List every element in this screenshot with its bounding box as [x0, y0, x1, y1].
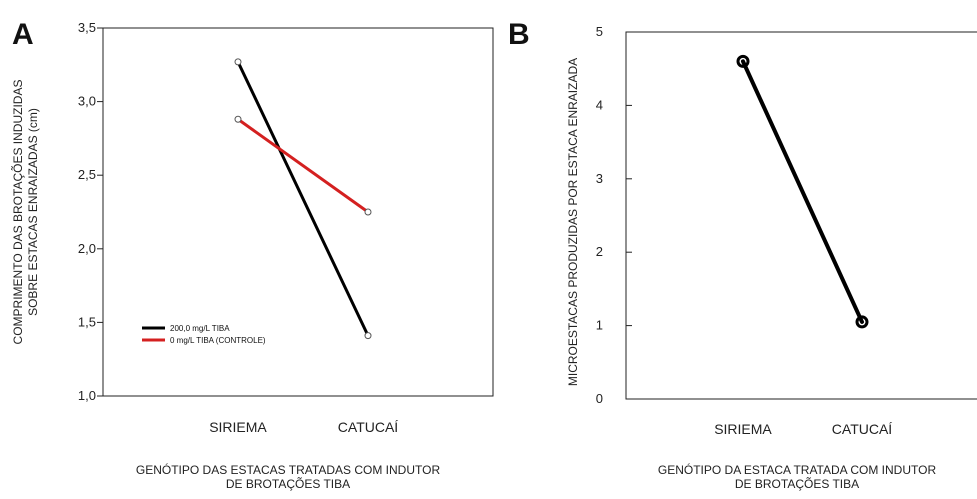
panel-a-series — [234, 58, 372, 340]
y-tick-label: 4 — [596, 97, 603, 112]
panel-a-y-ticks: 1,0 1,5 2,0 2,5 3,0 3,5 — [78, 20, 103, 403]
panel-a-x-categories: SIRIEMA CATUCAÍ — [209, 419, 398, 435]
panel-a-letter: A — [12, 18, 34, 51]
series-line — [236, 60, 370, 338]
data-point — [855, 315, 869, 329]
x-category-label: SIRIEMA — [714, 421, 772, 437]
legend-label-control: 0 mg/L TIBA (CONTROLE) — [170, 336, 266, 345]
series-line — [236, 117, 370, 214]
panel-a-legend: 200,0 mg/L TIBA 0 mg/L TIBA (CONTROLE) — [142, 324, 266, 345]
y-tick-label: 3,5 — [78, 20, 96, 35]
x-category-label: CATUCAÍ — [832, 421, 893, 437]
data-point — [234, 115, 242, 123]
y-tick-label: 2 — [596, 244, 603, 259]
y-tick-label: 0 — [596, 391, 603, 406]
data-point — [736, 54, 750, 68]
panel-a-ylabel-line-2: SOBRE ESTACAS ENRAIZADAS (cm) — [26, 108, 40, 316]
panel-b-y-ticks: 0 1 2 3 4 5 — [596, 24, 632, 406]
panel-b-plot-area — [625, 31, 977, 400]
y-tick-label: 5 — [596, 24, 603, 39]
panel-b-xlabel-line-2: DE BROTAÇÕES TIBA — [735, 476, 859, 491]
data-point — [364, 332, 372, 340]
y-tick-label: 1,0 — [78, 388, 96, 403]
y-tick-label: 2,5 — [78, 167, 96, 182]
panel-a-chart: A 1,0 1,5 2,0 2,5 3,0 3,5 SIRIEMA CATUCAÍ COMP… — [10, 18, 494, 491]
panel-a-ylabel-line-1: COMPRIMENTO DAS BROTAÇÕES INDUZIDAS — [10, 80, 25, 345]
panel-b-chart: B 0 1 2 3 4 5 SIRIEMA CATUCAÍ MICROESTACAS PRO… — [508, 18, 977, 491]
panel-b-ylabel: MICROESTACAS PRODUZIDAS POR ESTACA ENRAI… — [566, 58, 580, 386]
y-tick-label: 3,0 — [78, 94, 96, 109]
legend-label-200-tiba: 200,0 mg/L TIBA — [170, 324, 230, 333]
y-tick-label: 1 — [596, 318, 603, 333]
panel-b-x-categories: SIRIEMA CATUCAÍ — [714, 421, 892, 437]
y-tick-label: 3 — [596, 171, 603, 186]
series-line — [741, 59, 864, 324]
panel-b-letter: B — [508, 18, 530, 51]
panel-a-xlabel-line-1: GENÓTIPO DAS ESTACAS TRATADAS COM INDUTO… — [136, 462, 441, 477]
x-category-label: CATUCAÍ — [338, 419, 399, 435]
data-point — [364, 208, 372, 216]
x-category-label: SIRIEMA — [209, 419, 267, 435]
data-point — [234, 58, 242, 66]
panel-a-xlabel-line-2: DE BROTAÇÕES TIBA — [226, 476, 350, 491]
panel-b-xlabel-line-1: GENÓTIPO DA ESTACA TRATADA COM INDUTOR — [658, 462, 937, 477]
panel-a-plot-area — [102, 27, 494, 397]
y-tick-label: 1,5 — [78, 314, 96, 329]
panel-b-series — [736, 54, 869, 329]
y-tick-label: 2,0 — [78, 241, 96, 256]
